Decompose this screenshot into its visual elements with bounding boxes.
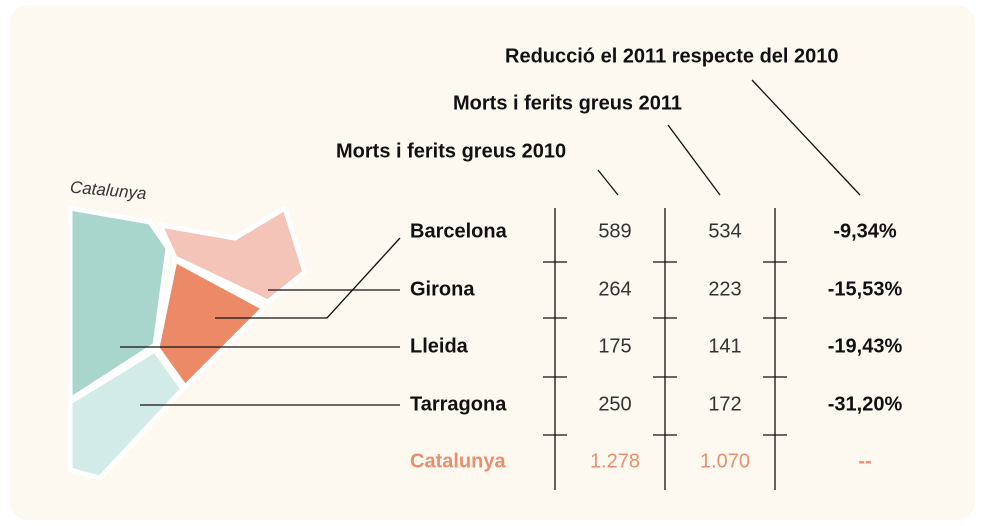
value-cell: 175 xyxy=(598,335,631,357)
leader-lines xyxy=(120,79,861,406)
reduction-cell: -9,34% xyxy=(833,220,897,242)
region-tarragona xyxy=(67,347,186,481)
value-cell: 141 xyxy=(708,335,741,357)
row-name: Catalunya xyxy=(410,450,506,472)
region-lleida xyxy=(67,205,171,403)
map xyxy=(67,205,308,481)
value-cell: 172 xyxy=(708,393,741,415)
value-cell: 223 xyxy=(708,278,741,300)
column-header: Reducció el 2011 respecte del 2010 xyxy=(505,45,839,67)
value-cell: 264 xyxy=(598,278,631,300)
column-rules xyxy=(554,208,776,490)
row-name: Girona xyxy=(410,278,475,300)
column-header: Morts i ferits greus 2010 xyxy=(336,140,566,162)
region-barcelona xyxy=(154,257,267,390)
value-cell: 589 xyxy=(598,220,631,242)
reduction-cell: -15,53% xyxy=(828,278,903,300)
row-name: Lleida xyxy=(410,335,469,357)
value-cell: 1.070 xyxy=(700,450,750,472)
row-name: Barcelona xyxy=(410,220,508,242)
background xyxy=(10,5,975,520)
header-line xyxy=(597,169,619,196)
value-cell: 1.278 xyxy=(590,450,640,472)
value-cell: 534 xyxy=(708,220,741,242)
header-line xyxy=(667,124,721,196)
value-cell: 250 xyxy=(598,393,631,415)
row-name: Tarragona xyxy=(410,393,507,415)
reduction-cell: -19,43% xyxy=(828,335,903,357)
reduction-cell: -31,20% xyxy=(828,393,903,415)
reduction-cell: -- xyxy=(858,450,871,472)
header-line xyxy=(751,79,861,196)
leader-line xyxy=(215,237,401,319)
column-header: Morts i ferits greus 2011 xyxy=(453,92,682,114)
